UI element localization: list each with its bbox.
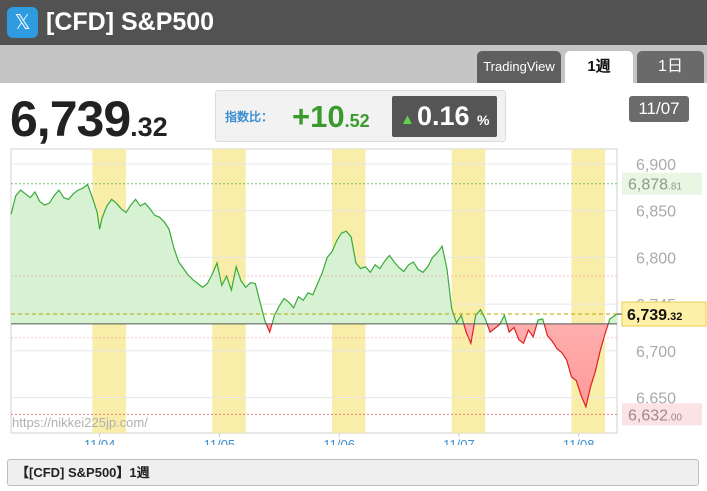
tab-1-week[interactable]: 1週 — [565, 51, 633, 83]
page-title: [CFD] S&P500 — [46, 8, 215, 36]
change-panel: 指数比： +10.52 ▲ 0.16 % — [215, 90, 506, 142]
change-value: +10.52 — [292, 99, 370, 135]
tab-tradingview[interactable]: TradingView — [477, 51, 561, 83]
x-tick-label: 11/07 — [443, 437, 475, 445]
price-line-up — [10, 183, 618, 324]
current-price: 6,739.32 — [10, 90, 168, 148]
low-value-label: 6,632.00 — [628, 407, 682, 424]
x-logo-icon[interactable]: 𝕏 — [7, 7, 38, 38]
change-percent-value: 0.16 — [417, 101, 470, 131]
y-tick-label: 6,800 — [636, 250, 676, 267]
header-bar: 𝕏 [CFD] S&P500 — [0, 0, 707, 45]
y-tick-label: 6,700 — [636, 344, 676, 361]
date-badge: 11/07 — [629, 96, 689, 122]
y-tick-label: 6,650 — [636, 391, 676, 408]
area-above-reference — [11, 184, 617, 324]
area-below-reference — [266, 323, 609, 407]
change-label: 指数比： — [225, 110, 274, 124]
change-percent-symbol: % — [477, 112, 490, 128]
current-value-label-bg — [621, 301, 707, 327]
tab-bar: TradingView 1週 1日 — [0, 45, 707, 83]
session-shade — [451, 149, 486, 433]
change-percent-badge: ▲ 0.16 % — [392, 96, 497, 137]
y-tick-label: 6,850 — [636, 204, 676, 221]
current-value-label: 6,739.32 — [627, 307, 682, 324]
high-value-label: 6,878.81 — [628, 177, 682, 194]
x-tick-label: 11/08 — [563, 437, 595, 445]
up-arrow-icon: ▲ — [400, 111, 415, 128]
change-value-decimal: .52 — [344, 111, 370, 131]
chart-caption: 【[CFD] S&P500】1週 — [7, 459, 699, 486]
current-price-integer: 6,739 — [10, 91, 131, 147]
low-value-label-bg — [622, 403, 702, 426]
change-value-integer: +10 — [292, 99, 345, 134]
price-chart: 6,6506,7006,7456,8006,8506,90011/0411/05… — [10, 148, 707, 445]
watermark: https://nikkei225jp.com/ — [12, 415, 148, 430]
tab-1-day[interactable]: 1日 — [637, 51, 704, 83]
x-tick-label: 11/05 — [204, 437, 236, 445]
x-tick-label: 11/06 — [323, 437, 355, 445]
price-line-down — [265, 323, 609, 409]
x-tick-label: 11/04 — [84, 437, 116, 445]
current-price-decimal: .32 — [130, 112, 168, 142]
high-value-label-bg — [622, 172, 702, 195]
y-tick-label: 6,900 — [636, 157, 676, 174]
